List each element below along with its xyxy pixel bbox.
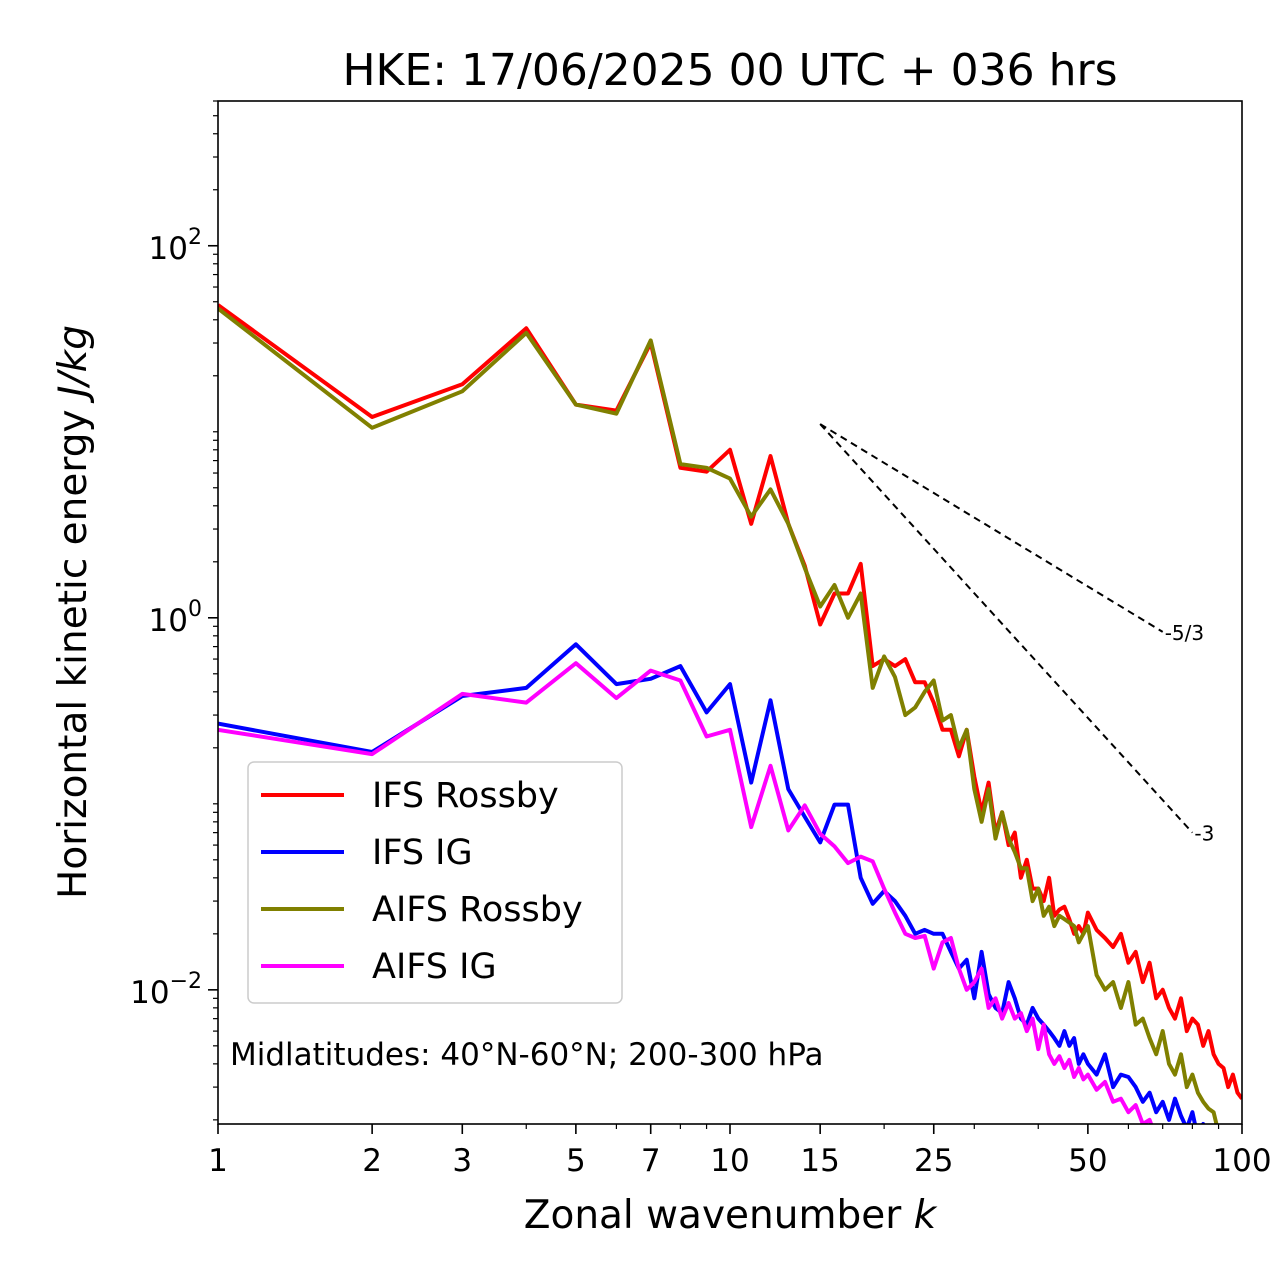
x-tick-label: 3	[452, 1143, 472, 1179]
series-layer	[218, 303, 1242, 1124]
x-axis-label-var: k	[914, 1193, 938, 1238]
region-annotation: Midlatitudes: 40°N-60°N; 200-300 hPa	[230, 1037, 824, 1073]
legend: IFS Rossby IFS IG AIFS Rossby AIFS IG	[247, 761, 623, 1004]
x-tick-label: 15	[800, 1143, 839, 1179]
x-axis-label: Zonal wavenumber k	[524, 1193, 938, 1238]
series-line-ifs-ig	[218, 642, 1206, 1124]
y-axis-label-unit: J/kg	[51, 325, 96, 404]
slope-line-1	[819, 423, 1164, 633]
x-tick-label: 1	[208, 1143, 228, 1179]
legend-label-ifs-rossby: IFS Rossby	[372, 776, 559, 816]
x-tick-label: 100	[1212, 1143, 1271, 1179]
y-tick-label: 10−2	[130, 969, 202, 1011]
slope-label-1: -5/3	[1165, 621, 1204, 645]
x-tick-label: 5	[566, 1143, 586, 1179]
legend-label-aifs-rossby: AIFS Rossby	[372, 890, 583, 930]
x-tick-label: 50	[1068, 1143, 1107, 1179]
reference-slopes: -5/3 -3	[819, 423, 1214, 846]
legend-box	[247, 761, 623, 1004]
legend-label-aifs-ig: AIFS IG	[372, 947, 497, 987]
legend-label-ifs-ig: IFS IG	[372, 833, 473, 873]
series-line-aifs-rossby	[218, 306, 1219, 1124]
x-tick-label: 7	[641, 1143, 661, 1179]
x-tick-label: 10	[710, 1143, 749, 1179]
y-axis: 10−2 100 102	[130, 100, 218, 1121]
x-axis-label-text: Zonal wavenumber	[524, 1193, 902, 1238]
series-line-aifs-ig	[218, 661, 1154, 1124]
y-tick-label: 102	[149, 225, 202, 267]
y-axis-label: Horizontal kinetic energy J/kg	[51, 325, 96, 899]
x-axis: 1 2 3 5 7 10 15 25 50 100	[208, 1124, 1272, 1179]
y-tick-label: 100	[149, 597, 202, 639]
slope-label-2: -3	[1194, 822, 1214, 846]
x-tick-label: 25	[914, 1143, 953, 1179]
x-tick-label: 2	[362, 1143, 382, 1179]
slope-line-2	[819, 423, 1194, 834]
chart-title: HKE: 17/06/2025 00 UTC + 036 hrs	[342, 45, 1117, 96]
y-axis-label-text: Horizontal kinetic energy	[51, 409, 96, 899]
